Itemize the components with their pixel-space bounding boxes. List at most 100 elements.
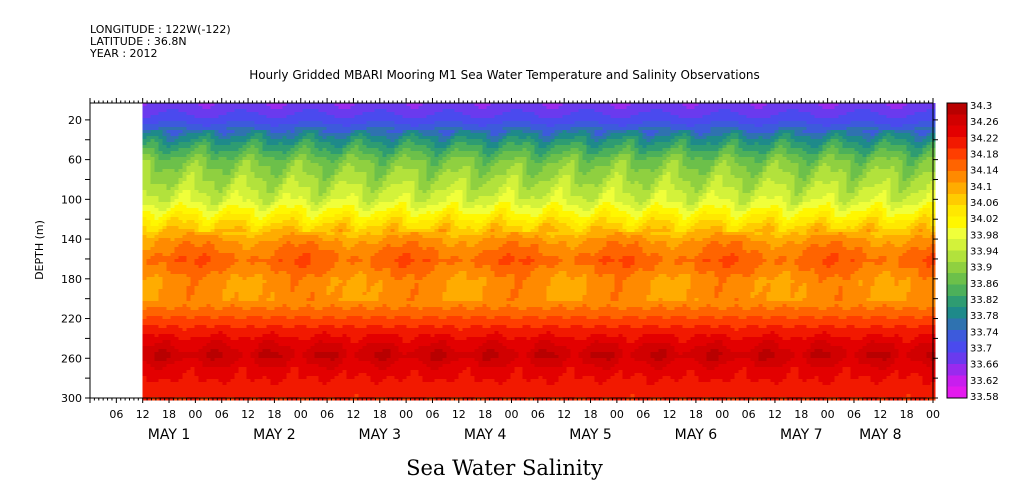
field-cell	[202, 337, 208, 341]
field-cell	[186, 379, 192, 383]
field-cell	[206, 112, 212, 116]
field-cell	[194, 295, 200, 299]
field-cell	[162, 391, 168, 395]
field-cell	[178, 175, 184, 179]
field-cell	[170, 346, 176, 350]
field-cell	[178, 229, 184, 233]
field-cell	[174, 160, 180, 164]
field-cell	[158, 253, 164, 257]
field-cell	[182, 268, 188, 272]
field-cell	[206, 229, 212, 233]
field-cell	[166, 259, 172, 263]
field-cell	[186, 136, 192, 140]
field-cell	[182, 244, 188, 248]
field-cell	[202, 298, 208, 302]
field-cell	[194, 370, 200, 374]
field-cell	[194, 106, 200, 110]
field-cell	[194, 160, 200, 164]
field-cell	[198, 316, 204, 320]
field-cell	[158, 139, 164, 143]
field-cell	[174, 265, 180, 269]
field-cell	[154, 358, 160, 362]
field-cell	[166, 292, 172, 296]
field-cell	[162, 343, 168, 347]
field-cell	[146, 232, 152, 236]
field-cell	[174, 352, 180, 356]
field-cell	[182, 109, 188, 113]
field-cell	[154, 295, 160, 299]
field-cell	[162, 322, 168, 326]
field-cell	[202, 196, 208, 200]
field-cell	[186, 217, 192, 221]
field-cell	[162, 274, 168, 278]
field-cell	[166, 223, 172, 227]
field-cell	[170, 241, 176, 245]
field-cell	[146, 163, 152, 167]
field-cell	[202, 250, 208, 254]
field-cell	[182, 322, 188, 326]
field-cell	[174, 304, 180, 308]
field-cell	[210, 190, 216, 194]
field-cell	[166, 160, 172, 164]
field-cell	[194, 256, 200, 260]
field-cell	[170, 136, 176, 140]
field-cell	[206, 370, 212, 374]
field-cell	[198, 322, 204, 326]
field-cell	[186, 286, 192, 290]
field-cell	[198, 376, 204, 380]
field-cell	[174, 268, 180, 272]
field-cell	[150, 124, 156, 128]
field-cell	[154, 370, 160, 374]
field-cell	[162, 151, 168, 155]
field-cell	[186, 244, 192, 248]
field-cell	[166, 280, 172, 284]
field-cell	[182, 310, 188, 314]
field-cell	[174, 190, 180, 194]
field-cell	[178, 226, 184, 230]
field-cell	[158, 181, 164, 185]
field-cell	[206, 307, 212, 311]
field-cell	[194, 154, 200, 158]
field-cell	[190, 109, 196, 113]
latitude-label: LATITUDE : 36.8N	[90, 36, 187, 48]
field-cell	[150, 103, 156, 107]
field-cell	[150, 148, 156, 152]
field-cell	[154, 322, 160, 326]
field-cell	[174, 331, 180, 335]
field-cell	[210, 307, 216, 311]
field-cell	[198, 124, 204, 128]
field-cell	[154, 382, 160, 386]
field-cell	[210, 118, 216, 122]
field-cell	[146, 313, 152, 317]
field-cell	[170, 178, 176, 182]
field-cell	[170, 340, 176, 344]
field-cell	[174, 283, 180, 287]
field-cell	[178, 106, 184, 110]
field-cell	[158, 106, 164, 110]
field-cell	[154, 328, 160, 332]
field-cell	[174, 208, 180, 212]
field-cell	[202, 244, 208, 248]
field-cell	[166, 139, 172, 143]
field-cell	[158, 223, 164, 227]
field-cell	[198, 319, 204, 323]
field-cell	[146, 355, 152, 359]
field-cell	[150, 331, 156, 335]
field-cell	[194, 343, 200, 347]
field-cell	[178, 109, 184, 113]
field-cell	[150, 265, 156, 269]
field-cell	[142, 238, 148, 242]
field-cell	[142, 157, 148, 161]
field-cell	[170, 142, 176, 146]
field-cell	[162, 298, 168, 302]
field-cell	[142, 106, 148, 110]
field-cell	[178, 376, 184, 380]
field-cell	[158, 172, 164, 176]
field-cell	[186, 388, 192, 392]
field-cell	[154, 133, 160, 137]
field-cell	[202, 193, 208, 197]
field-cell	[190, 241, 196, 245]
field-cell	[166, 175, 172, 179]
field-cell	[150, 253, 156, 257]
field-cell	[198, 178, 204, 182]
